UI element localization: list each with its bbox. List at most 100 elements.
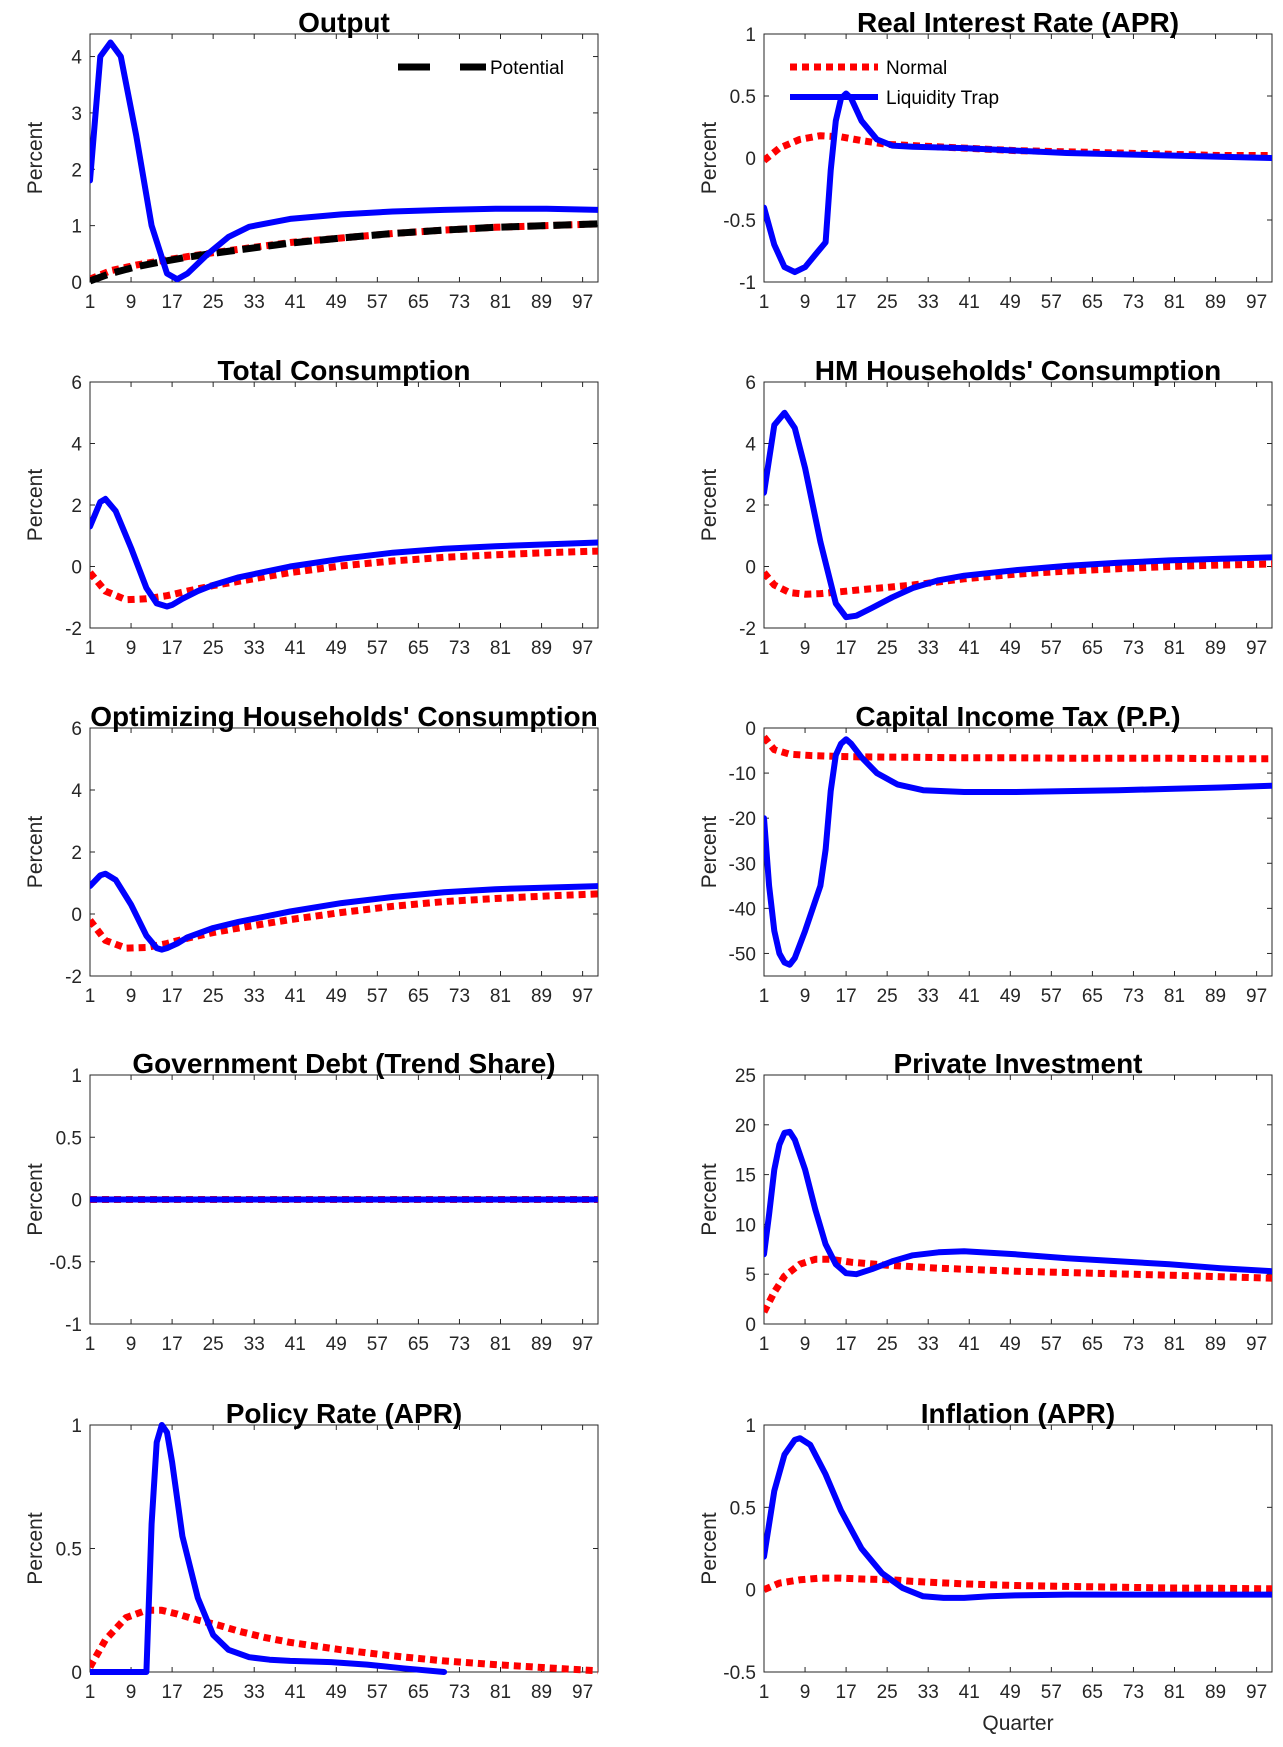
x-tick-label: 73 [1123, 292, 1144, 313]
y-tick-label: 1 [745, 25, 756, 46]
x-tick-label: 89 [1205, 1682, 1226, 1703]
y-tick-label: 1 [71, 217, 82, 238]
x-tick-label: 25 [203, 292, 224, 313]
x-tick-label: 65 [1082, 638, 1103, 659]
y-tick-label: -30 [729, 854, 756, 875]
x-tick-label: 41 [285, 638, 306, 659]
y-axis-label: Percent [24, 816, 47, 889]
x-tick-label: 65 [408, 1682, 429, 1703]
x-tick-label: 17 [836, 1682, 857, 1703]
y-tick-label: 0 [71, 905, 82, 926]
x-tick-label: 73 [449, 1334, 470, 1355]
legend-label-normal: Normal [886, 58, 947, 79]
panel-1: 1 9 17 25 33 41 49 57 65 73 81 89 9701234OutputPerce… [24, 7, 599, 313]
x-tick-label: 41 [959, 638, 980, 659]
x-tick-label: 1 [759, 986, 770, 1007]
y-axis-label: Percent [698, 1512, 721, 1585]
x-tick-label: 89 [1205, 1334, 1226, 1355]
x-tick-label: 73 [449, 638, 470, 659]
x-tick-label: 81 [490, 1682, 511, 1703]
x-tick-label: 33 [918, 1334, 939, 1355]
axes-box [89, 1424, 599, 1673]
axes-box [763, 727, 1273, 977]
x-tick-label: 97 [1246, 986, 1267, 1007]
x-tick-label: 89 [531, 292, 552, 313]
series-line-liquidity-trap [764, 409, 1272, 621]
y-tick-label: 0.5 [730, 1498, 756, 1519]
series-line-liquidity-trap [764, 1435, 1272, 1601]
y-tick-label: 4 [71, 781, 82, 802]
y-tick-label: -2 [65, 967, 82, 988]
panel-6: 1 9 17 25 33 41 49 57 65 73 81 89 97 -50 -40 -30 -20 -10 0… [698, 701, 1273, 1007]
y-tick-label: 1 [71, 1066, 82, 1087]
legend: Potential [398, 58, 564, 79]
x-tick-label: 41 [959, 1682, 980, 1703]
series-line-normal [90, 1606, 598, 1675]
x-tick-label: 97 [572, 638, 593, 659]
y-tick-label: -2 [739, 619, 756, 640]
x-tick-label: 81 [1164, 292, 1185, 313]
y-tick-label: 0.5 [56, 1540, 82, 1561]
y-tick-label: 4 [745, 435, 756, 456]
x-tick-label: 9 [800, 292, 811, 313]
y-tick-label: -50 [729, 944, 756, 965]
x-tick-label: 89 [531, 1334, 552, 1355]
series-line-normal [764, 734, 1272, 763]
x-tick-label: 1 [85, 1334, 96, 1355]
y-tick-label: -1 [65, 1315, 82, 1336]
panel-10: 1 9 17 25 33 41 49 57 65 73 81 89 97 -0.5 0 0.5 1 Inflati… [698, 1398, 1273, 1735]
x-tick-label: 9 [800, 638, 811, 659]
x-tick-label: 1 [759, 638, 770, 659]
y-tick-label: 0.5 [56, 1128, 82, 1149]
x-tick-label: 41 [285, 986, 306, 1007]
x-tick-label: 89 [531, 986, 552, 1007]
x-tick-label: 57 [367, 986, 388, 1007]
axes-box [89, 381, 599, 629]
series-line-liquidity-trap [764, 1128, 1272, 1278]
y-tick-label: 4 [71, 48, 82, 69]
x-tick-label: 17 [836, 638, 857, 659]
y-tick-label: -0.5 [723, 1663, 756, 1684]
x-tick-label: 81 [490, 292, 511, 313]
x-tick-label: 17 [836, 986, 857, 1007]
series-line-liquidity-trap [90, 495, 598, 610]
x-tick-label: 49 [1000, 986, 1021, 1007]
x-tick-label: 89 [1205, 986, 1226, 1007]
axes-box [89, 727, 599, 977]
legend: Normal Liquidity Trap [790, 58, 999, 109]
x-tick-label: 49 [326, 292, 347, 313]
legend-label-liquidity-trap: Liquidity Trap [886, 88, 999, 109]
y-tick-label: 4 [71, 435, 82, 456]
x-tick-label: 49 [1000, 1334, 1021, 1355]
panel-title: Policy Rate (APR) [226, 1398, 463, 1429]
y-tick-label: 10 [735, 1215, 756, 1236]
legend-label-potential: Potential [490, 58, 564, 79]
y-tick-label: 0 [745, 1581, 756, 1602]
y-tick-label: 0 [745, 1315, 756, 1336]
y-tick-label: 1 [71, 1416, 82, 1437]
x-tick-label: 57 [1041, 1334, 1062, 1355]
y-tick-label: 0 [745, 719, 756, 740]
x-tick-label: 17 [836, 1334, 857, 1355]
x-tick-label: 41 [959, 1334, 980, 1355]
y-tick-label: 1 [745, 1416, 756, 1437]
y-tick-label: -0.5 [49, 1253, 82, 1274]
panel-7: 1 9 17 25 33 41 49 57 65 73 81 89 97 -1 -0.5 0 0.5 1 Gover… [24, 1048, 599, 1355]
x-tick-label: 1 [85, 1682, 96, 1703]
x-tick-label: 97 [572, 292, 593, 313]
x-tick-label: 41 [285, 292, 306, 313]
axes-box [763, 1424, 1273, 1673]
panel-title: Output [298, 7, 390, 38]
panel-4: 1 9 17 25 33 41 49 57 65 73 81 89 97 -2 0 2 4 6 HM Househo… [698, 355, 1273, 659]
panel-title: Inflation (APR) [921, 1398, 1115, 1429]
y-axis-label: Percent [24, 1512, 47, 1585]
x-tick-label: 33 [918, 986, 939, 1007]
x-tick-label: 25 [877, 638, 898, 659]
x-tick-label: 89 [1205, 638, 1226, 659]
panel-3: 1 9 17 25 33 41 49 57 65 73 81 89 97 -2 0 2 4 6 Total Cons… [24, 355, 599, 659]
y-tick-label: 15 [735, 1166, 756, 1187]
x-tick-label: 17 [162, 292, 183, 313]
x-tick-label: 49 [326, 1334, 347, 1355]
panel-8: 1 9 17 25 33 41 49 57 65 73 81 89 97 0 5 10 15 20 25 Privat… [698, 1048, 1273, 1355]
x-tick-label: 65 [408, 986, 429, 1007]
